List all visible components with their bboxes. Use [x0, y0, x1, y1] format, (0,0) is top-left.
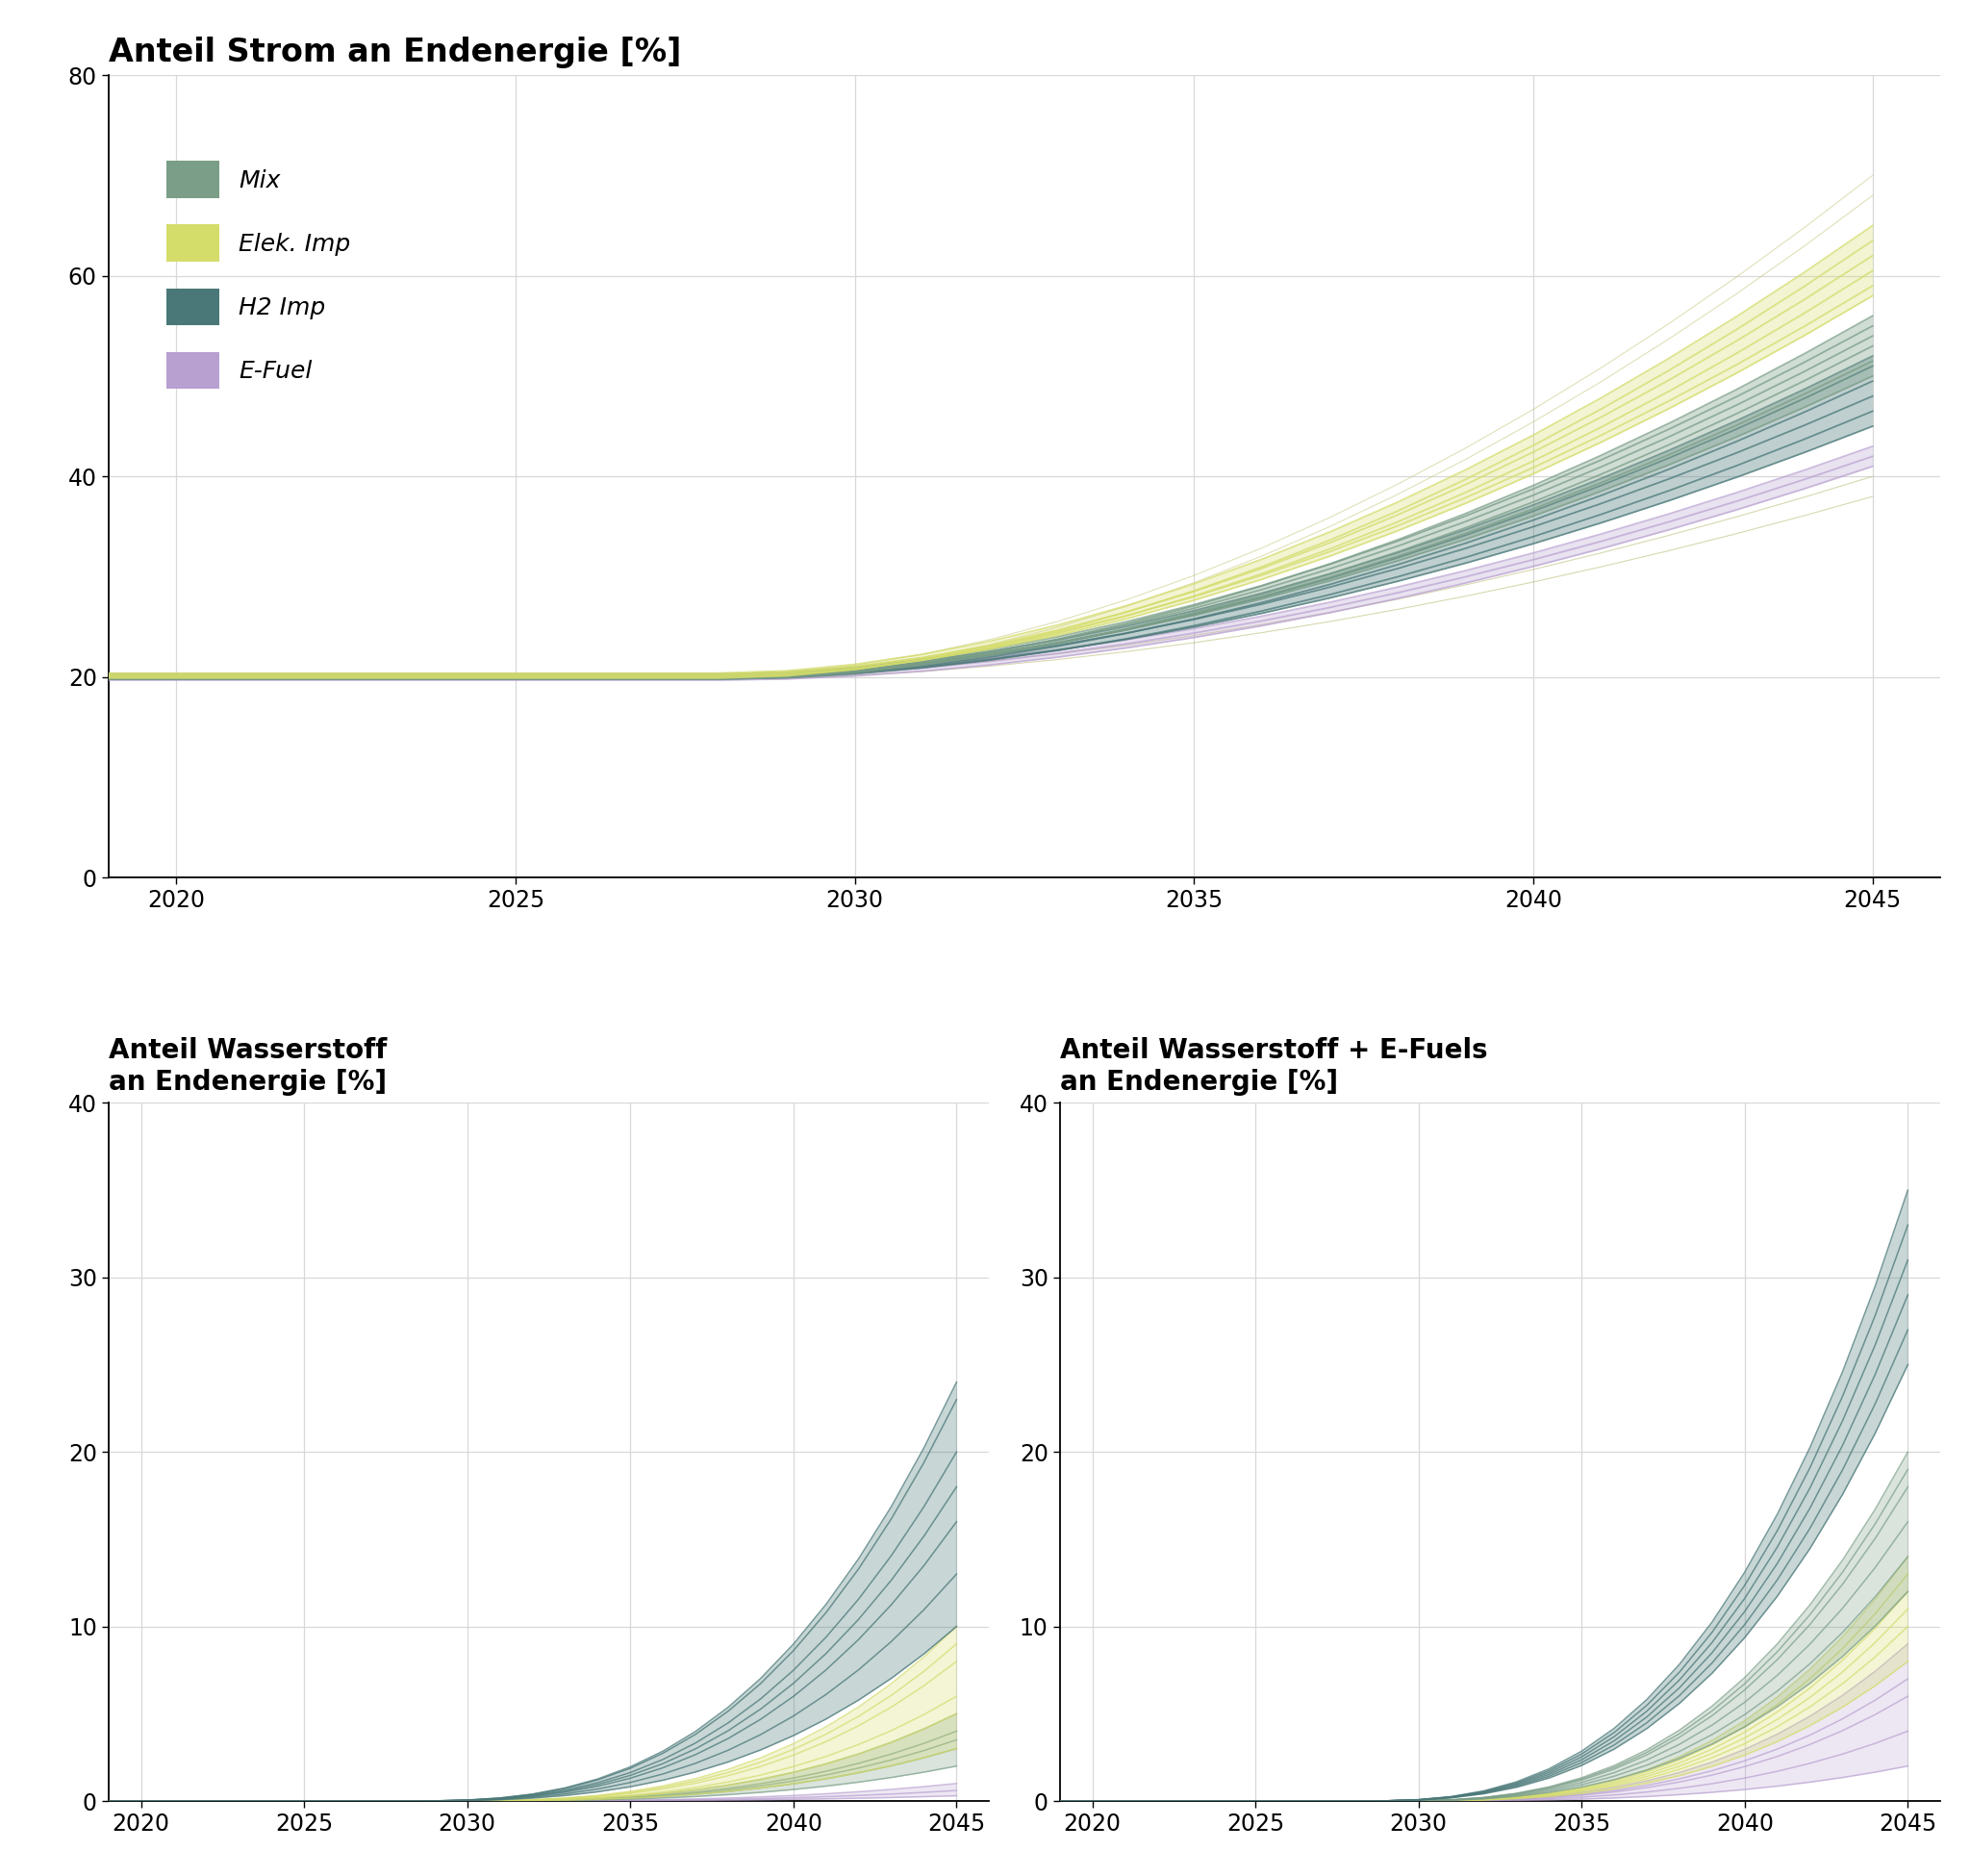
Text: Anteil Strom an Endenergie [%]: Anteil Strom an Endenergie [%]: [108, 38, 682, 68]
Text: Anteil Wasserstoff + E-Fuels
an Endenergie [%]: Anteil Wasserstoff + E-Fuels an Endenerg…: [1060, 1037, 1487, 1096]
Legend: Mix, Elek. Imp, H2 Imp, E-Fuel: Mix, Elek. Imp, H2 Imp, E-Fuel: [158, 152, 361, 398]
Text: Anteil Wasserstoff
an Endenergie [%]: Anteil Wasserstoff an Endenergie [%]: [108, 1037, 386, 1096]
